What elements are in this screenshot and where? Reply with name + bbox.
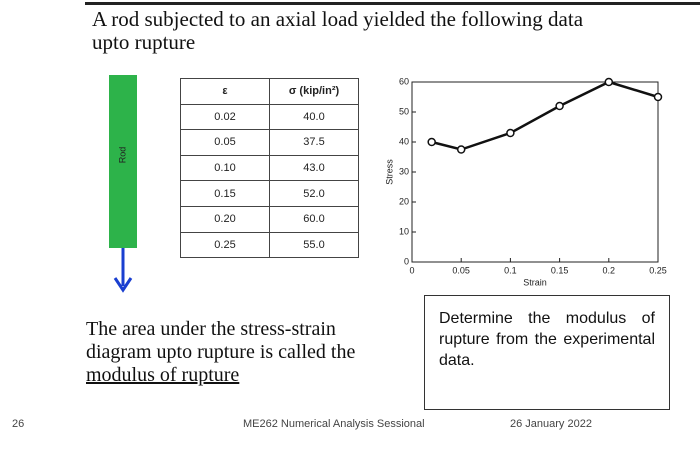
data-point: [555, 101, 564, 111]
slide-title: A rod subjected to an axial load yielded…: [92, 8, 583, 54]
x-axis-label: Strain: [523, 277, 547, 287]
data-line: [431, 80, 659, 151]
paragraph-line: The area under the stress-strain: [86, 318, 336, 340]
x-tick-label: 0.05: [452, 265, 470, 275]
y-tick-label: 20: [399, 196, 409, 206]
data-point: [456, 145, 466, 154]
task-box: Determine the modulus of rupture from th…: [424, 295, 670, 410]
table-cell: 0.15: [180, 180, 270, 207]
table-cell: 0.05: [180, 129, 270, 156]
title-line: A rod subjected to an axial load yielded…: [92, 7, 584, 31]
y-tick-label: 40: [399, 136, 409, 146]
top-rule: [85, 2, 700, 5]
y-tick-label: 10: [399, 226, 409, 236]
paragraph-term: modulus of rupture: [86, 364, 240, 386]
data-point: [427, 137, 436, 147]
table-row: 0.20 60.0: [180, 205, 359, 233]
table-cell: 37.5: [269, 129, 359, 156]
x-tick-label: 0.25: [649, 265, 667, 275]
y-axis-label: Stress: [384, 159, 394, 185]
data-point: [604, 77, 614, 87]
plot-frame: [411, 81, 659, 263]
table-cell: 52.0: [269, 180, 359, 207]
table-cell: ε: [180, 78, 270, 105]
table-cell: 0.10: [180, 154, 270, 182]
table-cell: 0.20: [180, 205, 270, 233]
title-line: upto rupture: [92, 30, 196, 54]
y-tick-label: 60: [399, 76, 409, 86]
table-row: 0.15 52.0: [180, 180, 359, 207]
y-tick-label: 30: [399, 166, 409, 176]
paragraph: The area under the stress-strain diagram…: [86, 318, 355, 387]
data-point: [506, 128, 515, 138]
footer-course: ME262 Numerical Analysis Sessional: [243, 418, 425, 430]
table-cell: 40.0: [269, 103, 359, 131]
y-tick-label: 0: [404, 256, 409, 266]
data-point: [653, 92, 663, 102]
x-tick-label: 0.15: [551, 265, 569, 275]
table-row: 0.02 40.0: [180, 103, 359, 131]
table-cell: σ (kip/in²): [269, 78, 359, 105]
table-cell: 55.0: [269, 231, 359, 259]
arrow-head: [113, 277, 133, 293]
x-tick-label: 0.2: [603, 265, 616, 275]
x-tick-label: 0: [409, 265, 414, 275]
rod: [109, 75, 137, 248]
footer-date: 26 January 2022: [510, 418, 592, 430]
table-row: 0.05 37.5: [180, 129, 359, 156]
table-cell: 0.02: [180, 103, 270, 131]
chart: 0 10 20 30 40 50 60 0 0.05 0.1 0.15 0.2 0.25 Strain St…: [384, 76, 666, 287]
paragraph-line: diagram upto rupture is called the: [86, 341, 356, 363]
y-tick-label: 50: [399, 106, 409, 116]
table-cell: 60.0: [269, 205, 359, 233]
table-row: 0.10 43.0: [180, 154, 359, 182]
x-tick-label: 0.1: [504, 265, 517, 275]
table-cell: 0.25: [180, 231, 270, 259]
page-number: 26: [12, 418, 25, 430]
rod-label: Rod: [117, 147, 127, 164]
table-row: 0.25 55.0: [180, 231, 359, 259]
table-cell: 43.0: [269, 154, 359, 182]
